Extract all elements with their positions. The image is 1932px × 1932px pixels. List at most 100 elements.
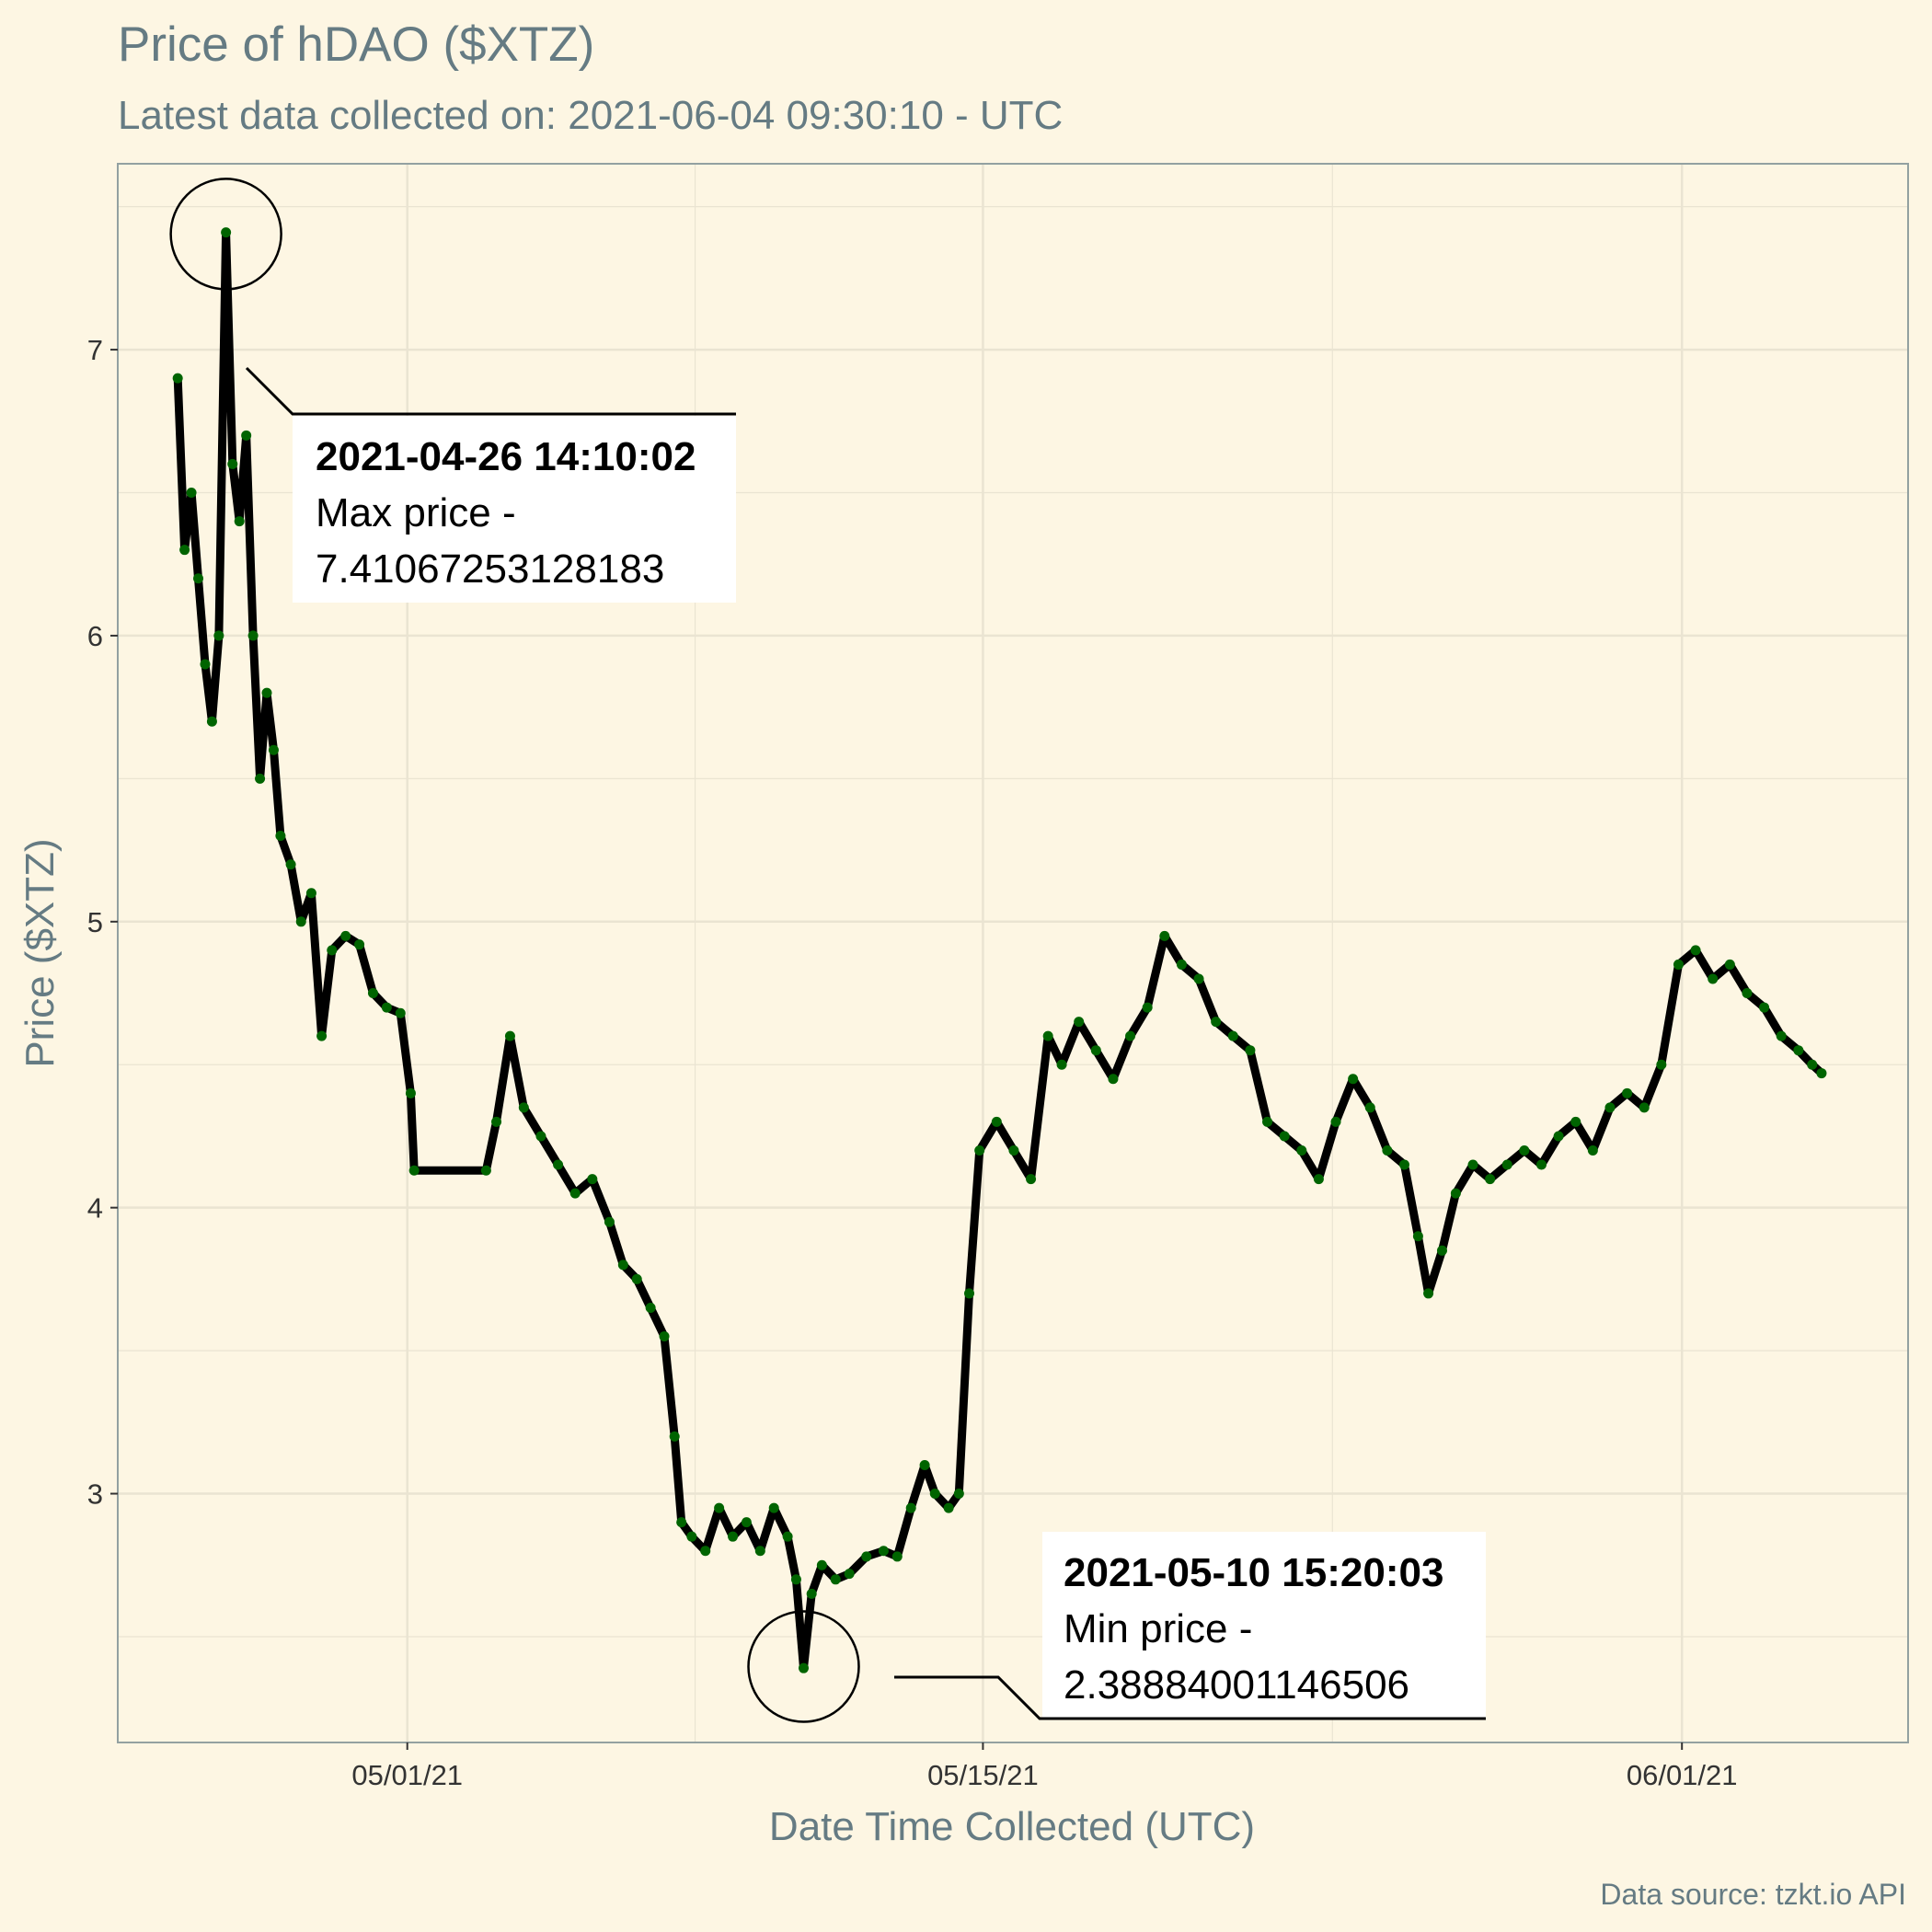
price-point [1399,1159,1410,1170]
price-point [405,1087,416,1098]
price-point [1262,1116,1273,1127]
price-point [535,1131,546,1142]
price-point [617,1259,628,1271]
x-tick-label: 06/01/21 [1627,1759,1738,1791]
price-point [247,630,259,641]
y-tick-label: 5 [87,906,103,938]
price-point [991,1116,1002,1127]
price-point [1176,959,1187,970]
y-tick-label: 6 [87,620,103,652]
price-point [1450,1188,1461,1199]
price-point [1193,973,1204,984]
price-line [173,228,1825,1673]
price-point [518,1102,529,1113]
price-point [1604,1102,1616,1113]
price-point [1142,1002,1153,1013]
x-axis-ticks: 05/01/21 05/15/21 06/01/21 [351,1742,1738,1791]
price-point [1436,1245,1447,1256]
price-point [929,1489,940,1500]
price-point [1587,1145,1598,1156]
max-leader-line [245,366,736,416]
chart-caption: Data source: tzkt.io API [1600,1878,1906,1911]
price-point [1423,1288,1434,1299]
price-point [669,1431,680,1442]
y-tick-label: 4 [87,1192,103,1225]
price-point [504,1030,515,1041]
price-point [255,773,266,784]
price-point [1570,1116,1581,1127]
price-point [193,573,204,584]
price-point [241,430,252,441]
price-point [1724,959,1735,970]
price-point [1776,1030,1787,1041]
price-point [221,227,232,238]
price-point [1008,1145,1019,1156]
price-point [1807,1059,1818,1070]
price-point [943,1502,954,1513]
min-label-value: 2.38884001146506 [1064,1662,1409,1708]
price-point [604,1216,615,1227]
price-point [1793,1045,1804,1056]
x-axis-title: Date Time Collected (UTC) [769,1804,1255,1849]
price-point [1227,1030,1238,1041]
price-point [1816,1068,1827,1079]
price-point [790,1574,801,1585]
price-point [200,659,211,670]
price-point [768,1502,779,1513]
price-point [367,988,378,999]
price-point [213,630,224,641]
price-series [172,227,1827,1673]
price-point [206,716,217,727]
price-point [974,1145,985,1156]
price-point [1412,1231,1423,1242]
price-point [919,1459,930,1470]
y-tick-label: 7 [87,334,103,366]
price-point [878,1546,889,1557]
price-point [408,1165,420,1176]
price-point [905,1502,916,1513]
price-point [327,945,338,956]
y-tick-label: 3 [87,1478,103,1511]
price-point [227,458,238,469]
price-point [268,744,279,755]
price-point [782,1531,793,1542]
price-point [964,1288,975,1299]
price-point [844,1569,855,1580]
min-leader-line [894,1675,1486,1720]
price-point [714,1502,725,1513]
price-point [1673,959,1684,970]
price-point [1639,1102,1650,1113]
plot-panel-border [117,163,1909,1743]
price-point [830,1574,841,1585]
price-point [354,939,365,950]
x-tick-label: 05/15/21 [927,1759,1039,1791]
price-point [953,1489,964,1500]
price-point [1467,1159,1478,1170]
price-point [395,1007,406,1018]
price-point [295,916,306,927]
price-point [234,516,245,527]
price-point [754,1546,765,1557]
price-point [741,1517,752,1528]
max-label-box [293,416,736,603]
price-point [569,1188,581,1199]
price-point [1759,1002,1770,1013]
annotations: 2021-04-26 14:10:02 Max price - 7.41067253… [169,178,1486,1723]
price-point [645,1302,656,1313]
price-point [816,1559,827,1570]
price-point [1090,1045,1101,1056]
price-point [659,1331,670,1342]
price-point [1690,945,1701,956]
max-label-time: 2021-04-26 14:10:02 [316,434,696,479]
price-point [1074,1017,1085,1028]
price-point [172,373,183,384]
price-point [1622,1087,1633,1098]
price-point [1742,988,1753,999]
price-point [1348,1074,1359,1085]
price-point [1026,1174,1037,1185]
min-highlight-circle [747,1610,860,1723]
price-point [340,930,351,941]
price-point [806,1588,817,1599]
